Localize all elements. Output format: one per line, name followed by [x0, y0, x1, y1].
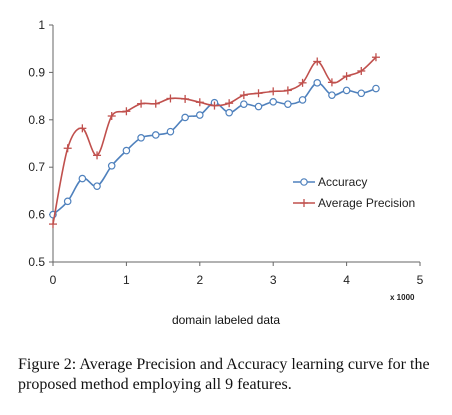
legend-average-precision-marker [300, 199, 308, 207]
average-precision-data-point [371, 53, 380, 62]
accuracy-data-point [151, 131, 160, 139]
accuracy-data-point [122, 146, 131, 155]
y-tick-label: 0.8 [28, 113, 45, 127]
average-precision-data-point [283, 86, 292, 95]
x-tick-label: 5 [417, 273, 424, 287]
accuracy-data-point [342, 86, 351, 95]
accuracy-data-point [181, 113, 189, 122]
figure-caption: Figure 2: Average Precision and Accuracy… [18, 356, 430, 393]
accuracy-data-point [298, 96, 307, 104]
average-precision-data-point [78, 124, 87, 133]
y-tick-label: 1 [38, 18, 45, 32]
chart-axes [52, 25, 420, 263]
average-precision-data-point [210, 101, 219, 110]
x-tick-label: 4 [343, 273, 350, 287]
average-precision-data-point [357, 66, 366, 75]
average-precision-data-point [107, 112, 116, 121]
average-precision-data-point [298, 78, 307, 87]
y-axis-ticks: 0.5 0.6 0.7 0.8 0.9 1 [28, 18, 53, 269]
accuracy-data-point [313, 79, 322, 87]
accuracy-data-point [196, 111, 204, 119]
accuracy-data-point [166, 127, 175, 136]
x-tick-label: 1 [123, 273, 130, 287]
average-precision-data-point [225, 99, 234, 108]
x-axis-label: domain labeled data [171, 313, 281, 327]
accuracy-data-point [372, 84, 380, 93]
average-precision-data-point [151, 99, 160, 108]
average-precision-data-point [342, 72, 351, 81]
x-axis-ticks: 0 1 2 3 4 5 [50, 262, 424, 287]
accuracy-data-point [63, 197, 72, 206]
x-tick-label: 2 [196, 273, 203, 287]
average-precision-data-point [239, 91, 248, 100]
average-precision-data-point [181, 94, 190, 103]
accuracy-data-point [137, 134, 145, 142]
accuracy-data-point [269, 97, 278, 106]
average-precision-data-point [122, 107, 131, 116]
accuracy-data-point [357, 89, 366, 98]
y-tick-label: 0.6 [28, 208, 45, 222]
chart-legend: Accuracy Average Precision [293, 175, 415, 210]
accuracy-data-point [240, 100, 248, 108]
average-precision-data-point [313, 57, 322, 66]
legend-accuracy-marker [300, 178, 308, 186]
x-tick-label: 3 [270, 273, 277, 287]
accuracy-data-point [78, 174, 87, 183]
accuracy-data-point [107, 161, 116, 170]
accuracy-data-point [284, 100, 292, 108]
accuracy-data-point [225, 108, 233, 117]
y-tick-label: 0.9 [28, 65, 45, 79]
average-precision-data-point [137, 99, 146, 108]
x-axis-multiplier: x 1000 [390, 293, 415, 302]
legend-accuracy-label: Accuracy [318, 175, 367, 189]
average-precision-data-point [327, 78, 336, 87]
accuracy-data-point [254, 102, 263, 111]
x-tick-label: 0 [50, 273, 57, 287]
average-precision-data-point [254, 89, 263, 98]
accuracy-data-point [328, 91, 336, 99]
y-tick-label: 0.5 [28, 255, 45, 269]
accuracy-data-point [93, 182, 101, 190]
average-precision-data-point [49, 220, 57, 229]
average-precision-data-point [93, 151, 102, 160]
y-tick-label: 0.7 [28, 160, 45, 174]
average-precision-data-point [63, 144, 72, 153]
average-precision-data-point [195, 98, 204, 107]
legend-average-precision-label: Average Precision [318, 196, 415, 210]
average-precision-data-point [269, 87, 278, 96]
average-precision-data-point [166, 94, 175, 103]
chart-series [49, 53, 380, 229]
